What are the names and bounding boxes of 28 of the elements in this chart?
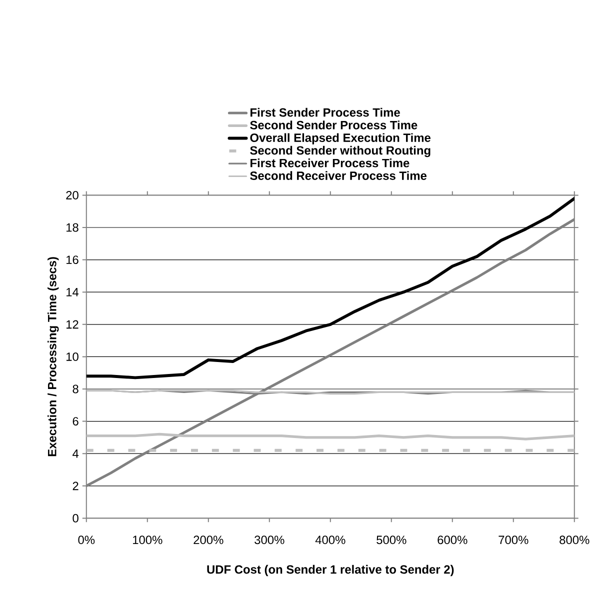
x-axis-title: UDF Cost (on Sender 1 relative to Sender 2) bbox=[207, 564, 454, 576]
y-tick-label: 0 bbox=[72, 514, 78, 522]
x-tick-label: 600% bbox=[438, 536, 468, 544]
y-tick-label: 2 bbox=[72, 482, 78, 490]
x-tick-label: 200% bbox=[194, 536, 224, 544]
x-tick-label: 0% bbox=[78, 536, 95, 544]
x-tick-label: 100% bbox=[133, 536, 162, 544]
x-tick-label: 800% bbox=[560, 536, 590, 544]
y-tick-label: 12 bbox=[66, 320, 78, 329]
x-tick-label: 300% bbox=[254, 536, 284, 544]
y-tick-label: 4 bbox=[72, 449, 79, 458]
legend-label: Second Sender Process Time bbox=[250, 120, 418, 130]
legend-label: Overall Elapsed Execution Time bbox=[250, 133, 431, 144]
y-tick-label: 20 bbox=[66, 190, 78, 200]
y-axis-title: Execution / Processing Time (secs) bbox=[48, 257, 59, 456]
legend-label: First Sender Process Time bbox=[250, 108, 400, 117]
x-tick-label: 500% bbox=[376, 536, 406, 544]
y-tick-label: 18 bbox=[66, 223, 78, 232]
y-tick-label: 10 bbox=[66, 352, 78, 361]
x-tick-label: 700% bbox=[498, 536, 528, 544]
legend-label: Second Sender without Routing bbox=[250, 146, 430, 158]
legend-label: First Receiver Process Time bbox=[250, 158, 410, 168]
legend-label: Second Receiver Process Time bbox=[250, 171, 427, 180]
x-tick-label: 400% bbox=[315, 536, 346, 544]
y-tick-label: 14 bbox=[66, 288, 79, 296]
y-tick-label: 6 bbox=[72, 417, 78, 426]
y-tick-label: 8 bbox=[72, 384, 78, 394]
y-tick-label: 16 bbox=[66, 256, 78, 264]
